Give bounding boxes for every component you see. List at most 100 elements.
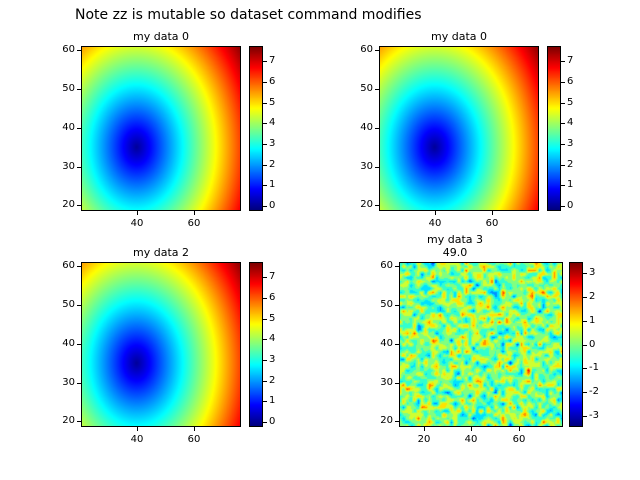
tick-label: 60 xyxy=(62,260,75,271)
figure-title: Note zz is mutable so dataset command mo… xyxy=(75,7,422,23)
tick-mark xyxy=(77,128,81,129)
tick-mark xyxy=(583,297,587,298)
tick-label: 60 xyxy=(380,260,393,271)
tick-label: 60 xyxy=(62,44,75,55)
tick-mark xyxy=(263,206,267,207)
tick-mark xyxy=(561,206,565,207)
tick-mark xyxy=(194,211,195,215)
tick-label: 6 xyxy=(269,76,276,87)
tick-mark xyxy=(561,82,565,83)
tick-mark xyxy=(375,50,379,51)
tick-mark xyxy=(375,89,379,90)
tick-label: 4 xyxy=(269,333,276,344)
tick-mark xyxy=(263,277,267,278)
tick-label: 3 xyxy=(269,138,276,149)
colorbar-canvas xyxy=(547,46,561,211)
subplot-title: my data 0 xyxy=(431,30,487,43)
tick-mark xyxy=(263,360,267,361)
heatmap-canvas xyxy=(81,262,241,427)
tick-label: 3 xyxy=(269,354,276,365)
tick-label: 2 xyxy=(567,159,574,170)
tick-label: 20 xyxy=(380,415,393,426)
tick-mark xyxy=(583,273,587,274)
tick-label: 7 xyxy=(269,271,276,282)
tick-label: 40 xyxy=(360,122,373,133)
tick-mark xyxy=(263,61,267,62)
tick-mark xyxy=(561,103,565,104)
tick-mark xyxy=(263,298,267,299)
tick-label: -1 xyxy=(589,362,599,373)
tick-label: -2 xyxy=(589,386,599,397)
tick-label: 60 xyxy=(485,218,499,229)
tick-mark xyxy=(77,305,81,306)
tick-mark xyxy=(375,128,379,129)
tick-mark xyxy=(263,103,267,104)
tick-mark xyxy=(395,344,399,345)
tick-label: 3 xyxy=(589,267,596,278)
tick-label: 1 xyxy=(269,179,276,190)
tick-mark xyxy=(77,50,81,51)
tick-mark xyxy=(583,321,587,322)
tick-mark xyxy=(583,392,587,393)
heatmap-canvas xyxy=(81,46,241,211)
tick-mark xyxy=(263,422,267,423)
tick-label: 4 xyxy=(567,117,574,128)
tick-mark xyxy=(561,185,565,186)
subplot-title-box: my data 0 xyxy=(61,30,261,43)
tick-mark xyxy=(375,167,379,168)
tick-label: 20 xyxy=(62,199,75,210)
tick-label: 0 xyxy=(269,416,276,427)
tick-label: 1 xyxy=(269,395,276,406)
tick-label: 30 xyxy=(62,377,75,388)
tick-label: 20 xyxy=(417,434,431,445)
tick-mark xyxy=(561,144,565,145)
colorbar-canvas xyxy=(569,262,583,427)
tick-label: 40 xyxy=(464,434,478,445)
tick-label: 50 xyxy=(62,299,75,310)
tick-label: 40 xyxy=(62,338,75,349)
tick-label: 20 xyxy=(62,415,75,426)
tick-mark xyxy=(263,82,267,83)
tick-mark xyxy=(583,368,587,369)
tick-label: 20 xyxy=(360,199,373,210)
tick-mark xyxy=(77,383,81,384)
tick-label: 1 xyxy=(589,315,596,326)
tick-mark xyxy=(492,211,493,215)
colorbar-canvas xyxy=(249,46,263,211)
tick-mark xyxy=(395,421,399,422)
tick-label: 6 xyxy=(269,292,276,303)
subplot-title: my data 0 xyxy=(133,30,189,43)
tick-mark xyxy=(77,167,81,168)
tick-mark xyxy=(263,165,267,166)
tick-label: 40 xyxy=(428,218,442,229)
tick-mark xyxy=(137,427,138,431)
tick-mark xyxy=(77,205,81,206)
tick-label: 4 xyxy=(269,117,276,128)
heatmap-canvas xyxy=(379,46,539,211)
colorbar-canvas xyxy=(249,262,263,427)
tick-mark xyxy=(263,123,267,124)
tick-label: 60 xyxy=(187,434,201,445)
tick-label: 7 xyxy=(269,55,276,66)
tick-mark xyxy=(77,89,81,90)
subplot-title: my data 3 xyxy=(427,233,483,246)
tick-label: 40 xyxy=(62,122,75,133)
tick-label: 50 xyxy=(380,299,393,310)
tick-label: 60 xyxy=(360,44,373,55)
subplot-title: my data 2 xyxy=(133,246,189,259)
tick-label: 30 xyxy=(62,161,75,172)
tick-label: 2 xyxy=(589,291,596,302)
tick-label: 5 xyxy=(567,97,574,108)
tick-mark xyxy=(561,61,565,62)
tick-label: -3 xyxy=(589,410,599,421)
tick-label: 50 xyxy=(360,83,373,94)
tick-mark xyxy=(471,427,472,431)
tick-mark xyxy=(263,339,267,340)
tick-mark xyxy=(583,345,587,346)
tick-mark xyxy=(194,427,195,431)
tick-label: 6 xyxy=(567,76,574,87)
tick-mark xyxy=(77,266,81,267)
